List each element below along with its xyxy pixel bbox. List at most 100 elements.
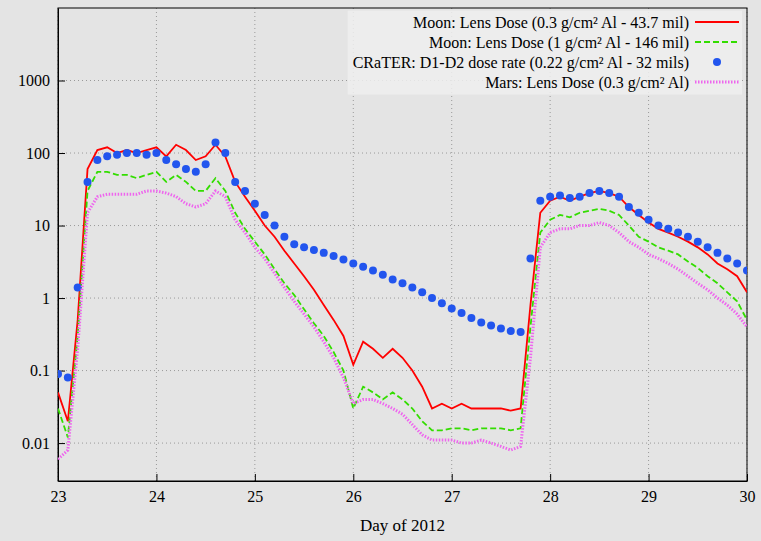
data-point (123, 149, 131, 157)
y-tick-label: 1000 (18, 72, 50, 89)
x-tick: 26 (346, 474, 362, 505)
data-point (733, 259, 741, 267)
data-point (389, 276, 397, 284)
data-point (74, 283, 82, 291)
x-tick: 28 (543, 474, 559, 505)
legend-item: CRaTER: D1-D2 dose rate (0.22 g/cm² Al -… (353, 54, 721, 72)
data-line (58, 191, 747, 459)
x-tick: 25 (247, 474, 263, 505)
data-point (221, 149, 229, 157)
grid-line-y (58, 298, 747, 299)
y-tick-mark (58, 153, 65, 154)
data-point (300, 243, 308, 251)
grid-line-x (156, 8, 157, 481)
x-tick: 27 (444, 474, 460, 505)
y-tick: 0.1 (30, 362, 65, 379)
data-point (143, 151, 151, 159)
y-tick-label: 10 (34, 217, 50, 234)
data-point (743, 266, 747, 274)
data-point (84, 178, 92, 186)
data-point (694, 238, 702, 246)
legend: Moon: Lens Dose (0.3 g/cm² Al - 43.7 mil… (348, 11, 742, 95)
legend-background (348, 11, 742, 95)
data-point (271, 222, 279, 230)
data-point (536, 197, 544, 205)
data-point (359, 263, 367, 271)
data-point (408, 283, 416, 291)
data-point (320, 249, 328, 257)
legend-label: Moon: Lens Dose (0.3 g/cm² Al - 43.7 mil… (413, 14, 689, 32)
legend-label: Mars: Lens Dose (0.3 g/cm² Al) (485, 74, 689, 92)
legend-line (695, 21, 739, 23)
x-tick-label: 23 (51, 488, 67, 505)
data-point (605, 189, 613, 197)
data-point (231, 178, 239, 186)
data-point (713, 249, 721, 257)
x-tick-label: 28 (543, 488, 559, 505)
chart: 23242526272829300.010.11101001000Moon: L… (0, 0, 761, 541)
x-tick-label: 24 (149, 488, 165, 505)
data-point (339, 256, 347, 264)
plot-frame (58, 8, 747, 481)
x-tick-mark (353, 474, 354, 481)
x-tick-label: 30 (740, 488, 756, 505)
x-tick-mark (649, 474, 650, 481)
data-point (280, 233, 288, 241)
data-point (595, 187, 603, 195)
y-tick-mark (58, 443, 65, 444)
data-line (58, 145, 747, 421)
x-tick: 24 (149, 474, 165, 505)
data-point (684, 233, 692, 241)
data-point (615, 193, 623, 201)
y-tick-mark (58, 298, 65, 299)
data-point (467, 314, 475, 322)
plot: 23242526272829300.010.11101001000Moon: L… (18, 8, 756, 505)
data-point (674, 229, 682, 237)
data-line (58, 172, 747, 437)
x-tick-label: 26 (346, 488, 362, 505)
legend-item: Moon: Lens Dose (1 g/cm² Al - 146 mil) (429, 34, 739, 52)
data-point (556, 191, 564, 199)
data-point (526, 255, 534, 263)
data-point (182, 165, 190, 173)
data-point (113, 151, 121, 159)
y-tick-label: 100 (26, 145, 50, 162)
x-tick-label: 29 (641, 488, 657, 505)
data-point (64, 374, 72, 382)
data-point (625, 203, 633, 211)
data-point (448, 304, 456, 312)
data-area (58, 138, 747, 459)
data-point (418, 288, 426, 296)
data-point (211, 138, 219, 146)
data-point (635, 209, 643, 217)
grid-line-y (58, 225, 747, 226)
data-point (586, 189, 594, 197)
data-point (58, 370, 62, 378)
grid (58, 8, 747, 481)
y-tick-mark (58, 226, 65, 227)
data-point (261, 211, 269, 219)
data-point (477, 319, 485, 327)
legend-line (695, 81, 739, 84)
legend-marker (713, 58, 721, 66)
data-point (487, 321, 495, 329)
data-point (349, 259, 357, 267)
data-point (704, 243, 712, 251)
data-point (103, 152, 111, 160)
x-axis: 23 24 25 26 27 28 29 30 (51, 474, 756, 505)
data-point (310, 246, 318, 254)
data-point (93, 156, 101, 164)
data-point (645, 216, 653, 224)
y-tick: 10 (34, 217, 65, 234)
data-point (507, 327, 515, 335)
legend-line (695, 41, 739, 43)
data-point (458, 309, 466, 317)
data-point (172, 160, 180, 168)
data-point (399, 279, 407, 287)
data-point (428, 294, 436, 302)
legend-label: Moon: Lens Dose (1 g/cm² Al - 146 mil) (429, 34, 689, 52)
data-point (241, 187, 249, 195)
data-point (192, 168, 200, 176)
x-tick-mark (452, 474, 453, 481)
grid-line-x (254, 8, 255, 481)
